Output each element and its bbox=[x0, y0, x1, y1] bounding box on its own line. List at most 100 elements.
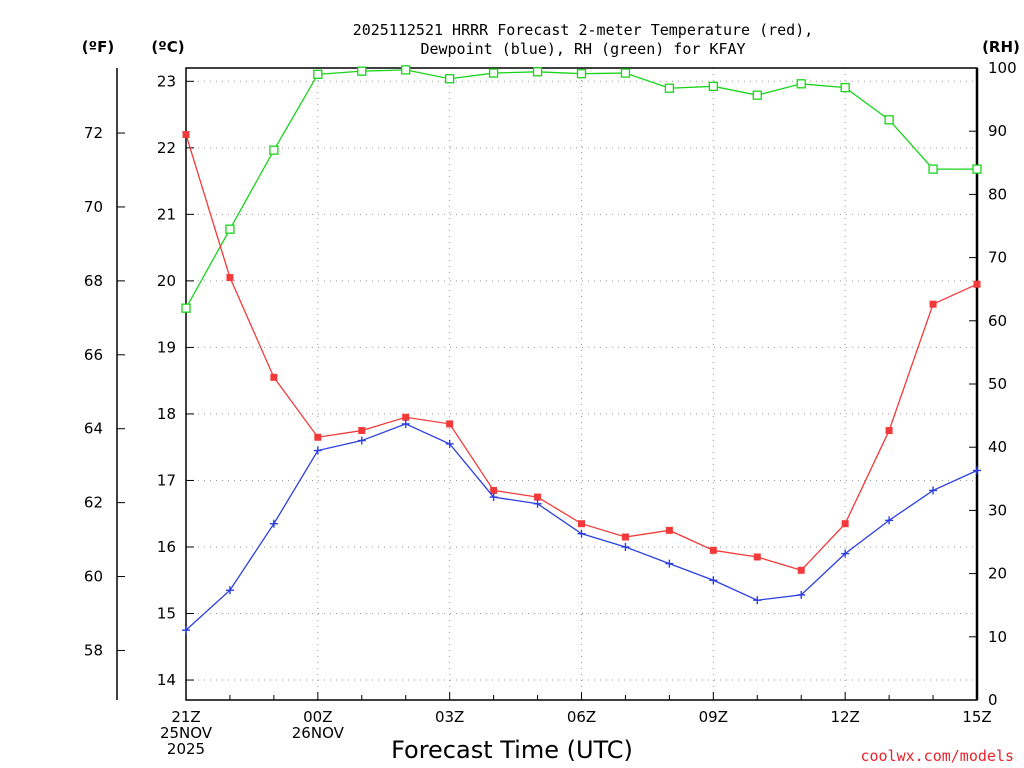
rh-point bbox=[225, 224, 235, 234]
time-tick-label-line: 06Z bbox=[567, 708, 596, 726]
temperature-point bbox=[929, 300, 937, 308]
rh-point bbox=[181, 303, 191, 313]
time-tick-label-line: 21Z bbox=[171, 708, 200, 726]
dewpoint-point bbox=[753, 596, 762, 605]
rh-tick-label: 60 bbox=[988, 312, 1007, 330]
rh-point bbox=[884, 115, 894, 125]
temperature-point bbox=[402, 413, 410, 421]
temperature-point bbox=[182, 131, 190, 139]
temperature-point bbox=[534, 493, 542, 501]
rh-point bbox=[576, 69, 587, 79]
time-tick-label-line: 25NOV bbox=[160, 724, 213, 742]
chart-title-line-2: Dewpoint (blue), RH (green) for KFAY bbox=[420, 40, 745, 58]
celsius-tick-label: 21 bbox=[157, 205, 176, 223]
rh-tick-label: 90 bbox=[988, 122, 1007, 140]
plot-frame bbox=[185, 67, 978, 701]
time-tick-label-line: 09Z bbox=[699, 708, 728, 726]
temperature-point bbox=[490, 486, 498, 494]
fahrenheit-tick-label: 62 bbox=[84, 494, 103, 512]
dewpoint-point bbox=[797, 590, 806, 599]
temperature-point bbox=[226, 274, 234, 282]
time-tick-label-line: 12Z bbox=[830, 708, 859, 726]
celsius-tick-label: 19 bbox=[157, 338, 176, 356]
temperature-point bbox=[314, 433, 322, 441]
dewpoint-point bbox=[313, 446, 322, 455]
rh-point bbox=[972, 164, 982, 174]
celsius-tick-label: 14 bbox=[157, 671, 176, 689]
celsius-tick-label: 23 bbox=[157, 72, 176, 90]
dewpoint-point bbox=[885, 516, 894, 525]
rh-axis: 0 10 20 30 40 50 60 70 80 90 100 bbox=[969, 59, 1017, 709]
fahrenheit-tick-label: 68 bbox=[84, 272, 103, 290]
temperature-point bbox=[665, 526, 673, 534]
rh-point bbox=[357, 66, 367, 76]
rh-unit-label: (RH) bbox=[982, 38, 1020, 56]
celsius-unit-label: (ºC) bbox=[151, 38, 184, 56]
rh-tick-label: 40 bbox=[988, 438, 1007, 456]
time-tick-label: 15Z bbox=[962, 708, 991, 726]
rh-point bbox=[752, 90, 762, 100]
rh-point bbox=[532, 67, 543, 77]
dewpoint-point bbox=[225, 586, 234, 595]
fahrenheit-tick-label: 72 bbox=[84, 124, 103, 142]
dewpoint-point bbox=[929, 486, 938, 495]
celsius-tick-label: 16 bbox=[157, 538, 176, 556]
fahrenheit-unit-label: (ºF) bbox=[82, 38, 114, 56]
dewpoint-point bbox=[841, 549, 850, 558]
rh-point bbox=[796, 79, 806, 89]
dewpoint-point bbox=[665, 559, 674, 568]
rh-point bbox=[401, 65, 411, 75]
rh-point bbox=[840, 82, 850, 93]
rh-tick-label: 0 bbox=[988, 691, 998, 709]
rh-tick-label: 10 bbox=[988, 628, 1007, 646]
time-tick-label-line: 26NOV bbox=[292, 724, 345, 742]
rh-tick-label: 70 bbox=[988, 249, 1007, 267]
dewpoint-point bbox=[621, 542, 630, 551]
rh-point bbox=[313, 69, 323, 79]
temperature-line bbox=[185, 134, 978, 572]
time-tick-label: 03Z bbox=[435, 708, 464, 726]
dewpoint-point bbox=[401, 419, 410, 428]
temperature-point bbox=[885, 427, 893, 435]
temperature-point bbox=[841, 520, 849, 528]
temperature-point bbox=[621, 533, 629, 541]
temperature-point bbox=[797, 566, 805, 574]
temperature-point bbox=[753, 553, 761, 561]
fahrenheit-tick-label: 66 bbox=[84, 346, 103, 364]
time-tick-label: 12Z bbox=[830, 708, 859, 726]
fahrenheit-tick-label: 64 bbox=[84, 420, 103, 438]
time-tick-label-line: 00Z bbox=[303, 708, 332, 726]
fahrenheit-tick-label: 60 bbox=[84, 568, 103, 586]
rh-tick-label: 100 bbox=[988, 59, 1017, 77]
dewpoint-point bbox=[533, 499, 542, 508]
time-tick-label: 09Z bbox=[699, 708, 728, 726]
rh-tick-label: 50 bbox=[988, 375, 1007, 393]
dewpoint-point bbox=[577, 529, 586, 538]
celsius-axis: 14 15 16 17 18 19 20 21 22 23 bbox=[157, 72, 194, 689]
fahrenheit-axis: 58 60 62 64 66 68 70 72 bbox=[84, 124, 125, 659]
temperature-point bbox=[270, 373, 278, 381]
x-axis-label: Forecast Time (UTC) bbox=[391, 736, 633, 764]
temperature-point bbox=[578, 520, 585, 528]
temperature-point bbox=[709, 546, 717, 554]
celsius-tick-label: 22 bbox=[157, 139, 176, 157]
dewpoint-point bbox=[357, 436, 366, 445]
fahrenheit-tick-label: 70 bbox=[84, 198, 103, 216]
dewpoint-point bbox=[445, 439, 454, 448]
series-layer bbox=[181, 65, 982, 635]
rh-point bbox=[620, 68, 631, 78]
dewpoint-point bbox=[973, 466, 981, 475]
dewpoint-point bbox=[269, 519, 278, 528]
chart-title-line-1: 2025112521 HRRR Forecast 2-meter Tempera… bbox=[353, 21, 814, 39]
time-tick-label-line: 03Z bbox=[435, 708, 464, 726]
rh-point bbox=[708, 81, 718, 91]
rh-tick-label: 30 bbox=[988, 501, 1007, 519]
celsius-tick-label: 20 bbox=[157, 272, 176, 290]
rh-point bbox=[445, 74, 455, 84]
grid-lines bbox=[186, 68, 977, 700]
celsius-tick-label: 17 bbox=[157, 471, 176, 489]
dewpoint-point bbox=[709, 576, 718, 585]
